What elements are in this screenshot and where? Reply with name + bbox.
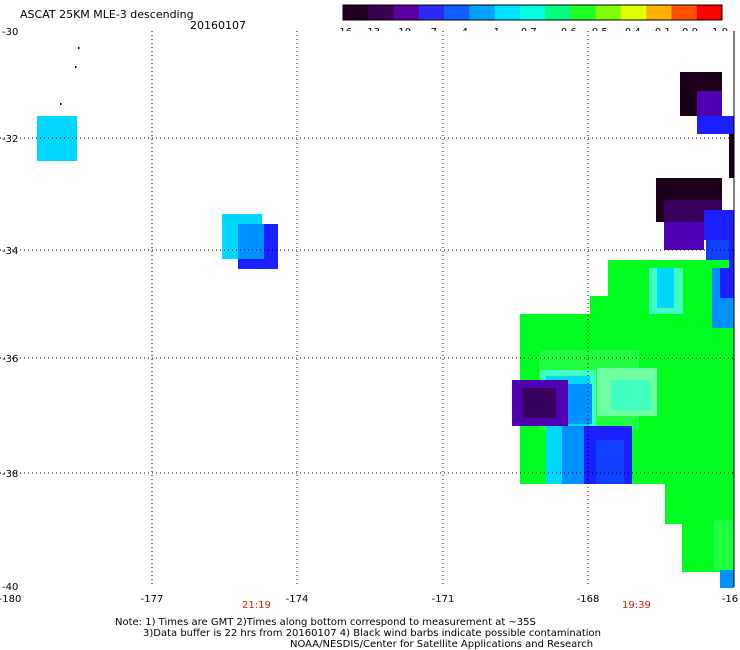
- wind-cell: [222, 214, 238, 259]
- colorbar-cell: [368, 5, 395, 20]
- footer-note-2: 3)Data buffer is 22 hrs from 20160107 4)…: [143, 628, 601, 639]
- graticule: [0, 31, 735, 587]
- wind-cell: [664, 222, 704, 250]
- wind-cell: [729, 220, 734, 284]
- latitude-label: -36: [2, 354, 18, 365]
- wind-barb-mark: [78, 47, 80, 49]
- colorbar-cell: [494, 5, 521, 20]
- wind-barb-mark: [60, 103, 62, 105]
- longitude-label: -168: [577, 594, 600, 605]
- longitude-label: -174: [286, 594, 309, 605]
- colorbar-cell: [595, 5, 622, 20]
- colorbar-cell: [620, 5, 647, 20]
- longitude-label: -171: [432, 594, 455, 605]
- colorbar-cell: [393, 5, 420, 20]
- pass-time-2: 19:39: [622, 600, 651, 611]
- colorbar-cell: [646, 5, 672, 20]
- map-title: ASCAT 25KM MLE-3 descending: [20, 8, 194, 21]
- longitude-label: -177: [141, 594, 164, 605]
- wind-cell: [697, 91, 722, 116]
- colorbar-cell: [519, 5, 546, 20]
- longitude-label: -16: [722, 594, 738, 605]
- latitude-label: -30: [2, 27, 18, 38]
- wind-cell: [697, 116, 734, 134]
- colorbar-cell: [696, 5, 723, 20]
- colorbar-cell: [570, 5, 597, 20]
- longitude-label: -180: [0, 594, 21, 605]
- footer-note-1: Note: 1) Times are GMT 2)Times along bot…: [115, 617, 536, 628]
- swath-layer: [37, 72, 734, 588]
- colorbar-frame: [342, 4, 723, 21]
- colorbar-cell: [545, 5, 571, 20]
- footer-note-3: NOAA/NESDIS/Center for Satellite Applica…: [290, 639, 594, 650]
- axis-ticks: -180 -177 -174 -171 -168 -16 -30 -32 -34 -36 -38 -4…: [0, 27, 738, 605]
- colorbar-cell: [469, 5, 496, 20]
- pass-time-1: 21:19: [242, 600, 271, 611]
- wind-barb-mark: [75, 66, 77, 68]
- wind-cell: [714, 520, 734, 570]
- wind-cell: [611, 380, 651, 410]
- latitude-label: -38: [2, 469, 18, 480]
- wind-cell: [546, 426, 562, 484]
- colorbar-cell: [343, 5, 369, 20]
- wind-cell: [596, 440, 624, 484]
- map-date: 20160107: [190, 19, 246, 32]
- wind-cell: [720, 570, 734, 588]
- colorbar-cell: [418, 5, 445, 20]
- wind-cell: [657, 268, 674, 308]
- wind-cell: [522, 388, 556, 418]
- colorbar-cell: [671, 5, 698, 20]
- latitude-label: -32: [2, 134, 18, 145]
- wind-cell: [729, 134, 734, 178]
- colorbar-cell: [444, 5, 470, 20]
- latitude-label: -34: [2, 246, 18, 257]
- latitude-label: -40: [2, 582, 18, 593]
- wind-cell: [238, 224, 264, 259]
- map-plot: -180 -177 -174 -171 -168 -16 -30 -32 -34 -36 -38 -4…: [0, 27, 738, 605]
